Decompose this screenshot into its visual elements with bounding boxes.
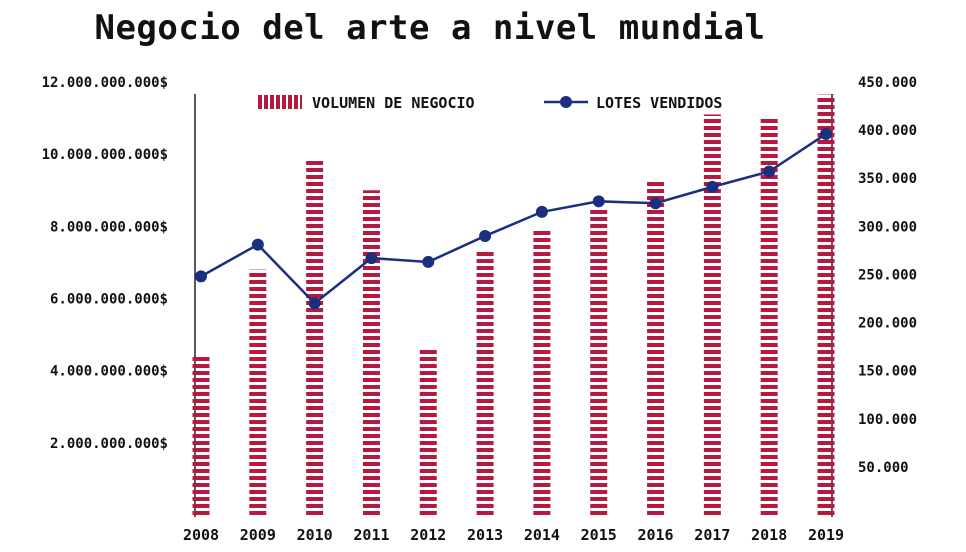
x-tick-label: 2014: [524, 526, 560, 544]
right-tick-label: 100.000: [858, 412, 917, 428]
legend-label-lotes: LOTES VENDIDOS: [596, 94, 722, 112]
x-tick-label: 2010: [297, 526, 333, 544]
bars-layer: [192, 94, 835, 516]
right-tick-label: 150.000: [858, 364, 917, 380]
bar-2009: [249, 269, 267, 515]
right-tick-label: 400.000: [858, 123, 917, 139]
x-tick-label: 2009: [240, 526, 276, 544]
lotes-point-2018: [763, 165, 776, 178]
left-tick-label: 4.000.000.000$: [50, 364, 168, 380]
lotes-point-2013: [479, 229, 492, 242]
line-layer: [195, 127, 832, 310]
legend-swatch-volumen: [258, 95, 302, 109]
lotes-point-2011: [365, 252, 378, 265]
right-tick-label: 250.000: [858, 267, 917, 283]
x-tick-label: 2013: [467, 526, 503, 544]
chart-title: Negocio del arte a nivel mundial: [94, 8, 766, 48]
lotes-point-2014: [535, 205, 548, 218]
lotes-point-2015: [592, 195, 605, 208]
right-tick-label: 200.000: [858, 316, 917, 332]
right-tick-label: 300.000: [858, 219, 917, 235]
lotes-point-2009: [251, 238, 264, 251]
bar-2014: [533, 229, 551, 516]
x-tick-label: 2018: [751, 526, 787, 544]
axes-layer: [194, 94, 833, 517]
legend-label-volumen: VOLUMEN DE NEGOCIO: [312, 94, 475, 112]
bar-2015: [590, 208, 608, 515]
bar-2017: [703, 114, 721, 515]
lotes-point-2019: [820, 127, 832, 140]
bar-2011: [362, 190, 380, 515]
left-tick-label: 8.000.000.000$: [50, 219, 168, 235]
legend: VOLUMEN DE NEGOCIO LOTES VENDIDOS: [258, 94, 722, 112]
lotes-point-2017: [706, 180, 719, 193]
right-tick-label: 50.000: [858, 460, 909, 476]
left-tick-label: 10.000.000.000$: [42, 147, 168, 163]
bar-2013: [476, 251, 494, 515]
x-tick-label: 2017: [694, 526, 730, 544]
legend-swatch-marker: [560, 96, 572, 108]
x-tick-label: 2008: [183, 526, 219, 544]
right-tick-label: 450.000: [858, 75, 917, 91]
lotes-vendidos-line: [200, 132, 827, 305]
bar-2008: [192, 354, 210, 515]
labels-layer: 2.000.000.000$ 4.000.000.000$ 6.000.000.00…: [42, 75, 917, 544]
x-tick-label: 2012: [410, 526, 446, 544]
right-tick-label: 350.000: [858, 171, 917, 187]
x-tick-label: 2016: [637, 526, 673, 544]
lotes-point-2012: [422, 255, 435, 268]
lotes-point-2010: [308, 297, 321, 310]
x-tick-label: 2011: [353, 526, 389, 544]
left-tick-label: 2.000.000.000$: [50, 436, 168, 452]
left-tick-label: 6.000.000.000$: [50, 292, 168, 308]
bar-2016: [647, 181, 665, 515]
lotes-point-2016: [649, 197, 662, 210]
x-tick-label: 2015: [581, 526, 617, 544]
bar-2010: [306, 159, 324, 515]
left-tick-label: 12.000.000.000$: [42, 75, 168, 91]
bar-2012: [419, 347, 437, 515]
lotes-point-2008: [195, 270, 207, 283]
x-tick-label: 2019: [808, 526, 844, 544]
bar-2018: [760, 118, 778, 515]
bar-2019: [817, 94, 835, 516]
